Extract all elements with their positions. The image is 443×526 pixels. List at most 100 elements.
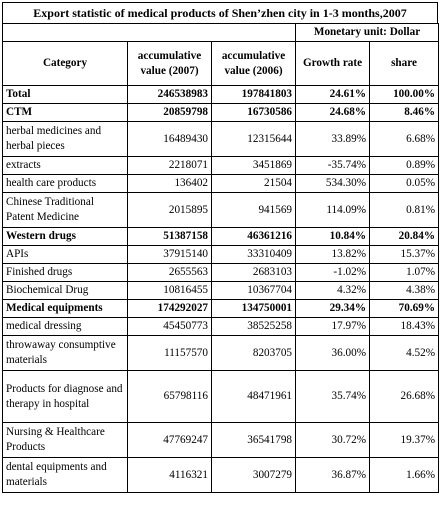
- row-category: dental equipments and materials: [2, 457, 128, 493]
- header-growth: Growth rate: [295, 41, 371, 86]
- row-category: Chinese Traditional Patent Medicine: [2, 192, 128, 228]
- table-row: Chinese Traditional Patent Medicine 20158…: [2, 192, 440, 228]
- row-growth: 534.30%: [295, 174, 371, 193]
- table-row: medical dressing 45450773 38525258 17.97% 18…: [2, 317, 440, 336]
- row-category: throwaway consumptive materials: [2, 335, 128, 371]
- table-row: APIs 37915140 33310409 13.82% 15.37%: [2, 245, 440, 264]
- row-category: Total: [2, 85, 128, 104]
- row-category: Medical equipments: [2, 299, 128, 318]
- unit-spacer: [1, 23, 297, 42]
- row-growth: 30.72%: [295, 422, 371, 458]
- row-category: Finished drugs: [2, 263, 128, 282]
- row-growth: 114.09%: [295, 192, 371, 228]
- row-acc2006: 10367704: [210, 281, 297, 300]
- row-acc2007: 45450773: [127, 317, 212, 336]
- row-growth: -35.74%: [295, 156, 371, 175]
- header-category: Category: [2, 41, 128, 86]
- row-category: health care products: [2, 174, 128, 193]
- row-share: 19.37%: [369, 422, 440, 458]
- row-share: 18.43%: [369, 317, 440, 336]
- row-acc2007: 246538983: [127, 85, 212, 104]
- row-acc2006: 134750001: [210, 299, 297, 318]
- row-share: 4.52%: [369, 335, 440, 371]
- table-row: Total 246538983 197841803 24.61% 100.00%: [2, 85, 440, 104]
- row-share: 0.89%: [369, 156, 440, 175]
- row-acc2007: 10816455: [127, 281, 212, 300]
- header-acc2007: accumulative value (2007): [127, 41, 212, 86]
- row-category: medical dressing: [2, 317, 128, 336]
- row-growth: 29.34%: [295, 299, 371, 318]
- row-category: extracts: [2, 156, 128, 175]
- row-share: 70.69%: [369, 299, 440, 318]
- table-row: CTM 20859798 16730586 24.68% 8.46%: [2, 103, 440, 122]
- row-acc2007: 2655563: [127, 263, 212, 282]
- row-acc2006: 8203705: [210, 335, 297, 371]
- row-acc2006: 21504: [210, 174, 297, 193]
- row-acc2007: 20859798: [127, 103, 212, 122]
- row-acc2007: 174292027: [127, 299, 212, 318]
- row-growth: 36.87%: [295, 457, 371, 493]
- row-category: herbal medicines and herbal pieces: [2, 121, 128, 157]
- unit-row: Monetary unit: Dollar: [1, 23, 440, 42]
- monetary-unit: Monetary unit: Dollar: [295, 23, 440, 42]
- row-acc2006: 197841803: [210, 85, 297, 104]
- row-category: Western drugs: [2, 227, 128, 246]
- table-row: Finished drugs 2655563 2683103 -1.02% 1.07%: [2, 263, 440, 282]
- row-share: 26.68%: [369, 370, 440, 423]
- row-acc2006: 48471961: [210, 370, 297, 423]
- row-acc2007: 37915140: [127, 245, 212, 264]
- row-acc2006: 941569: [210, 192, 297, 228]
- row-share: 6.68%: [369, 121, 440, 157]
- row-growth: 36.00%: [295, 335, 371, 371]
- row-acc2007: 16489430: [127, 121, 212, 157]
- row-growth: 13.82%: [295, 245, 371, 264]
- row-growth: -1.02%: [295, 263, 371, 282]
- table-title: Export statistic of medical products of …: [2, 2, 438, 23]
- row-acc2006: 12315644: [210, 121, 297, 157]
- row-acc2006: 3451869: [210, 156, 297, 175]
- header-acc2006: accumulative value (2006): [210, 41, 297, 86]
- row-acc2006: 46361216: [210, 227, 297, 246]
- row-growth: 24.61%: [295, 85, 371, 104]
- row-growth: 24.68%: [295, 103, 371, 122]
- table-row: throwaway consumptive materials 11157570 8…: [2, 335, 440, 371]
- row-share: 1.66%: [369, 457, 440, 493]
- header-share: share: [369, 41, 440, 86]
- table-row: herbal medicines and herbal pieces 164894…: [2, 121, 440, 157]
- row-acc2006: 38525258: [210, 317, 297, 336]
- row-growth: 17.97%: [295, 317, 371, 336]
- table-row: extracts 2218071 3451869 -35.74% 0.89%: [2, 156, 440, 175]
- row-acc2007: 4116321: [127, 457, 212, 493]
- row-acc2007: 11157570: [127, 335, 212, 371]
- row-share: 0.81%: [369, 192, 440, 228]
- row-acc2007: 51387158: [127, 227, 212, 246]
- row-acc2007: 65798116: [127, 370, 212, 423]
- row-category: Nursing & Healthcare Products: [2, 422, 128, 458]
- row-share: 0.05%: [369, 174, 440, 193]
- row-acc2006: 2683103: [210, 263, 297, 282]
- row-share: 1.07%: [369, 263, 440, 282]
- table-row: Nursing & Healthcare Products 47769247 365…: [2, 422, 440, 458]
- row-share: 15.37%: [369, 245, 440, 264]
- row-acc2007: 136402: [127, 174, 212, 193]
- row-category: CTM: [2, 103, 128, 122]
- table-row: Biochemical Drug 10816455 10367704 4.32% 4.3…: [2, 281, 440, 300]
- row-acc2006: 3007279: [210, 457, 297, 493]
- row-acc2007: 2015895: [127, 192, 212, 228]
- table-row: health care products 136402 21504 534.30% 0.…: [2, 174, 440, 193]
- row-growth: 35.74%: [295, 370, 371, 423]
- header-row: Category accumulative value (2007) accum…: [2, 41, 440, 86]
- row-share: 100.00%: [369, 85, 440, 104]
- row-growth: 4.32%: [295, 281, 371, 300]
- row-share: 8.46%: [369, 103, 440, 122]
- row-category: APIs: [2, 245, 128, 264]
- row-acc2007: 2218071: [127, 156, 212, 175]
- row-acc2006: 36541798: [210, 422, 297, 458]
- export-table: Monetary unit: Dollar Category accumulat…: [1, 23, 440, 493]
- row-category: Biochemical Drug: [2, 281, 128, 300]
- row-share: 4.38%: [369, 281, 440, 300]
- row-acc2007: 47769247: [127, 422, 212, 458]
- row-share: 20.84%: [369, 227, 440, 246]
- row-acc2006: 16730586: [210, 103, 297, 122]
- table-row: Products for diagnose and therapy in hos…: [2, 370, 440, 423]
